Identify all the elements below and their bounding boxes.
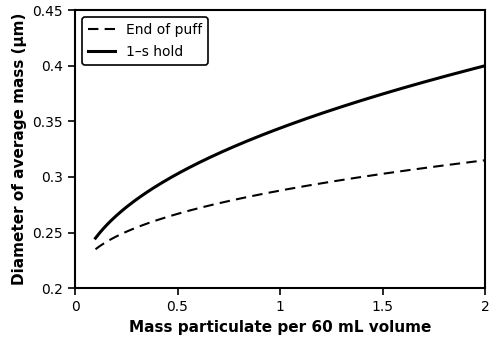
Line: 1–s hold: 1–s hold xyxy=(96,66,485,238)
1–s hold xyxy=(92,236,98,240)
End of puff xyxy=(92,247,98,251)
Line: End of puff: End of puff xyxy=(96,160,485,249)
X-axis label: Mass particulate per 60 mL volume: Mass particulate per 60 mL volume xyxy=(129,320,431,335)
Legend: End of puff, 1–s hold: End of puff, 1–s hold xyxy=(82,17,208,64)
1–s hold xyxy=(94,234,100,238)
End of puff xyxy=(482,158,488,162)
1–s hold xyxy=(421,80,427,84)
Y-axis label: Diameter of average mass (μm): Diameter of average mass (μm) xyxy=(12,13,27,285)
End of puff xyxy=(323,180,329,184)
End of puff xyxy=(421,166,427,170)
End of puff xyxy=(331,179,337,183)
End of puff xyxy=(446,163,452,167)
1–s hold xyxy=(482,64,488,68)
1–s hold xyxy=(331,107,337,111)
1–s hold xyxy=(446,73,452,77)
1–s hold xyxy=(324,109,330,114)
End of puff xyxy=(324,180,330,184)
1–s hold xyxy=(323,110,329,114)
End of puff xyxy=(94,246,100,250)
